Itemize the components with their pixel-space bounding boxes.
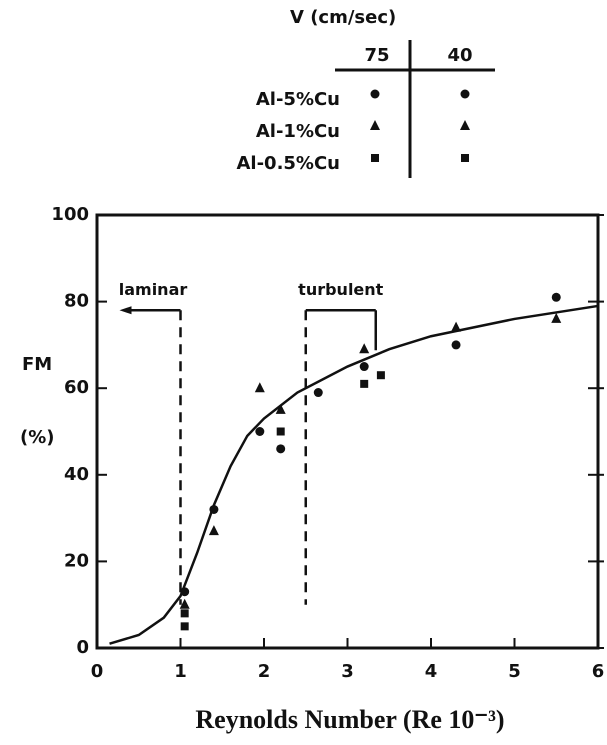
y-tick-label: 100 <box>51 204 89 225</box>
legend-marker <box>461 154 469 162</box>
legend-marker <box>371 154 379 162</box>
fit-curve <box>109 304 599 645</box>
x-tick-label: 2 <box>258 661 271 682</box>
legend-marker <box>370 89 380 99</box>
data-point <box>360 379 369 388</box>
legend-marker <box>460 120 470 130</box>
legend-label: Al-1%Cu <box>256 121 340 142</box>
data-point <box>451 340 461 350</box>
legend-marker <box>460 89 470 99</box>
data-point <box>180 609 189 618</box>
y-tick-label: 60 <box>64 377 89 398</box>
data-point <box>208 525 219 536</box>
x-tick-label: 6 <box>592 661 605 682</box>
y-tick-label: 20 <box>64 550 89 571</box>
x-tick-label: 1 <box>174 661 187 682</box>
data-point <box>180 587 190 597</box>
data-point <box>275 403 286 414</box>
data-point <box>359 362 369 372</box>
data-point <box>180 622 189 631</box>
data-point <box>254 382 265 393</box>
data-point <box>376 371 385 380</box>
data-point <box>451 321 462 332</box>
y-tick-label: 40 <box>64 464 89 485</box>
data-point <box>209 504 219 514</box>
region-label: laminar <box>119 280 188 299</box>
legend-label: Al-0.5%Cu <box>236 153 340 174</box>
data-point <box>276 427 285 436</box>
legend-column: 75 <box>364 45 389 66</box>
y-tick-label: 80 <box>64 291 89 312</box>
x-tick-label: 5 <box>508 661 521 682</box>
y-axis-label: FM <box>22 354 52 375</box>
y-axis-unit: (%) <box>20 427 55 448</box>
data-point <box>551 292 561 302</box>
x-tick-label: 4 <box>425 661 438 682</box>
x-axis-label: Reynolds Number (Re 10⁻³) <box>195 705 504 734</box>
x-tick-label: 3 <box>341 661 354 682</box>
legend-label: Al-5%Cu <box>256 89 340 110</box>
data-point <box>313 388 323 398</box>
data-point <box>276 444 286 454</box>
data-point <box>551 312 562 323</box>
x-tick-label: 0 <box>91 661 104 682</box>
data-point <box>255 427 265 436</box>
region-label: turbulent <box>298 280 384 299</box>
legend-column: 40 <box>447 45 472 66</box>
data-point <box>359 343 370 354</box>
y-tick-label: 0 <box>76 637 89 658</box>
legend-title: V (cm/sec) <box>290 7 396 28</box>
data-point <box>179 598 190 609</box>
region-arrow <box>119 306 132 315</box>
legend-marker <box>370 120 380 130</box>
